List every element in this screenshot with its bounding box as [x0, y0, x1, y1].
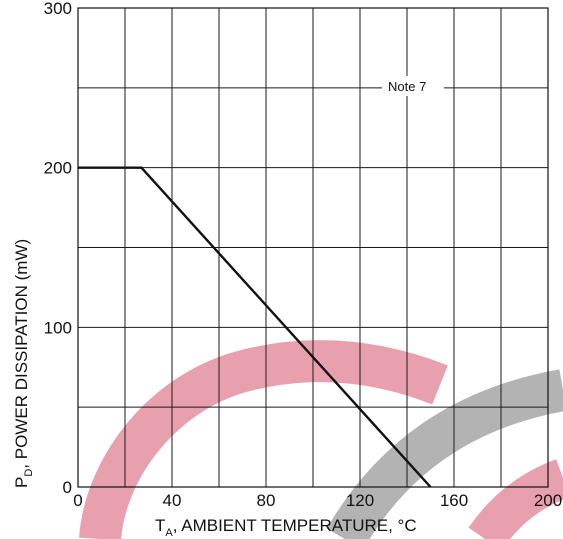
x-tick-label-80: 80 [257, 491, 276, 510]
x-tick-label-160: 160 [440, 491, 468, 510]
y-axis-title: PD, POWER DISSIPATION (mW) [12, 239, 35, 488]
x-axis-title-rest: , AMBIENT TEMPERATURE, °C [173, 516, 417, 535]
x-tick-label-40: 40 [163, 491, 182, 510]
watermark-pink-arc-lower [468, 459, 563, 539]
x-tick-label-0: 0 [73, 491, 82, 510]
y-axis-title-sub: D [23, 469, 35, 477]
watermark-pink-arc [79, 340, 448, 539]
grid [78, 8, 548, 487]
plot-frame [77, 7, 549, 488]
x-axis-title: TA, AMBIENT TEMPERATURE, °C [155, 516, 417, 539]
x-axis-title-sub: A [165, 527, 173, 539]
y-tick-label-100: 100 [44, 318, 72, 337]
watermark [79, 340, 563, 539]
y-axis-title-main: P [12, 477, 31, 488]
x-tick-labels: 0 40 80 120 160 200 [73, 491, 562, 510]
y-tick-label-200: 200 [44, 159, 72, 178]
watermark-gray-arc [326, 369, 563, 539]
series-layer [78, 166, 432, 488]
x-axis-title-main: T [155, 516, 165, 535]
y-tick-labels: 0 100 200 300 [44, 0, 72, 497]
y-tick-label-300: 300 [44, 0, 72, 18]
y-axis-title-rest: , POWER DISSIPATION (mW) [12, 239, 31, 469]
note-label-background [382, 76, 444, 96]
note-label: Note 7 [388, 79, 426, 94]
x-tick-label-120: 120 [346, 491, 374, 510]
plot-border [77, 7, 549, 488]
x-tick-label-200: 200 [534, 491, 562, 510]
series-line-0 [78, 166, 432, 488]
note-annotation: Note 7 [382, 76, 444, 96]
y-tick-label-0: 0 [63, 478, 72, 497]
